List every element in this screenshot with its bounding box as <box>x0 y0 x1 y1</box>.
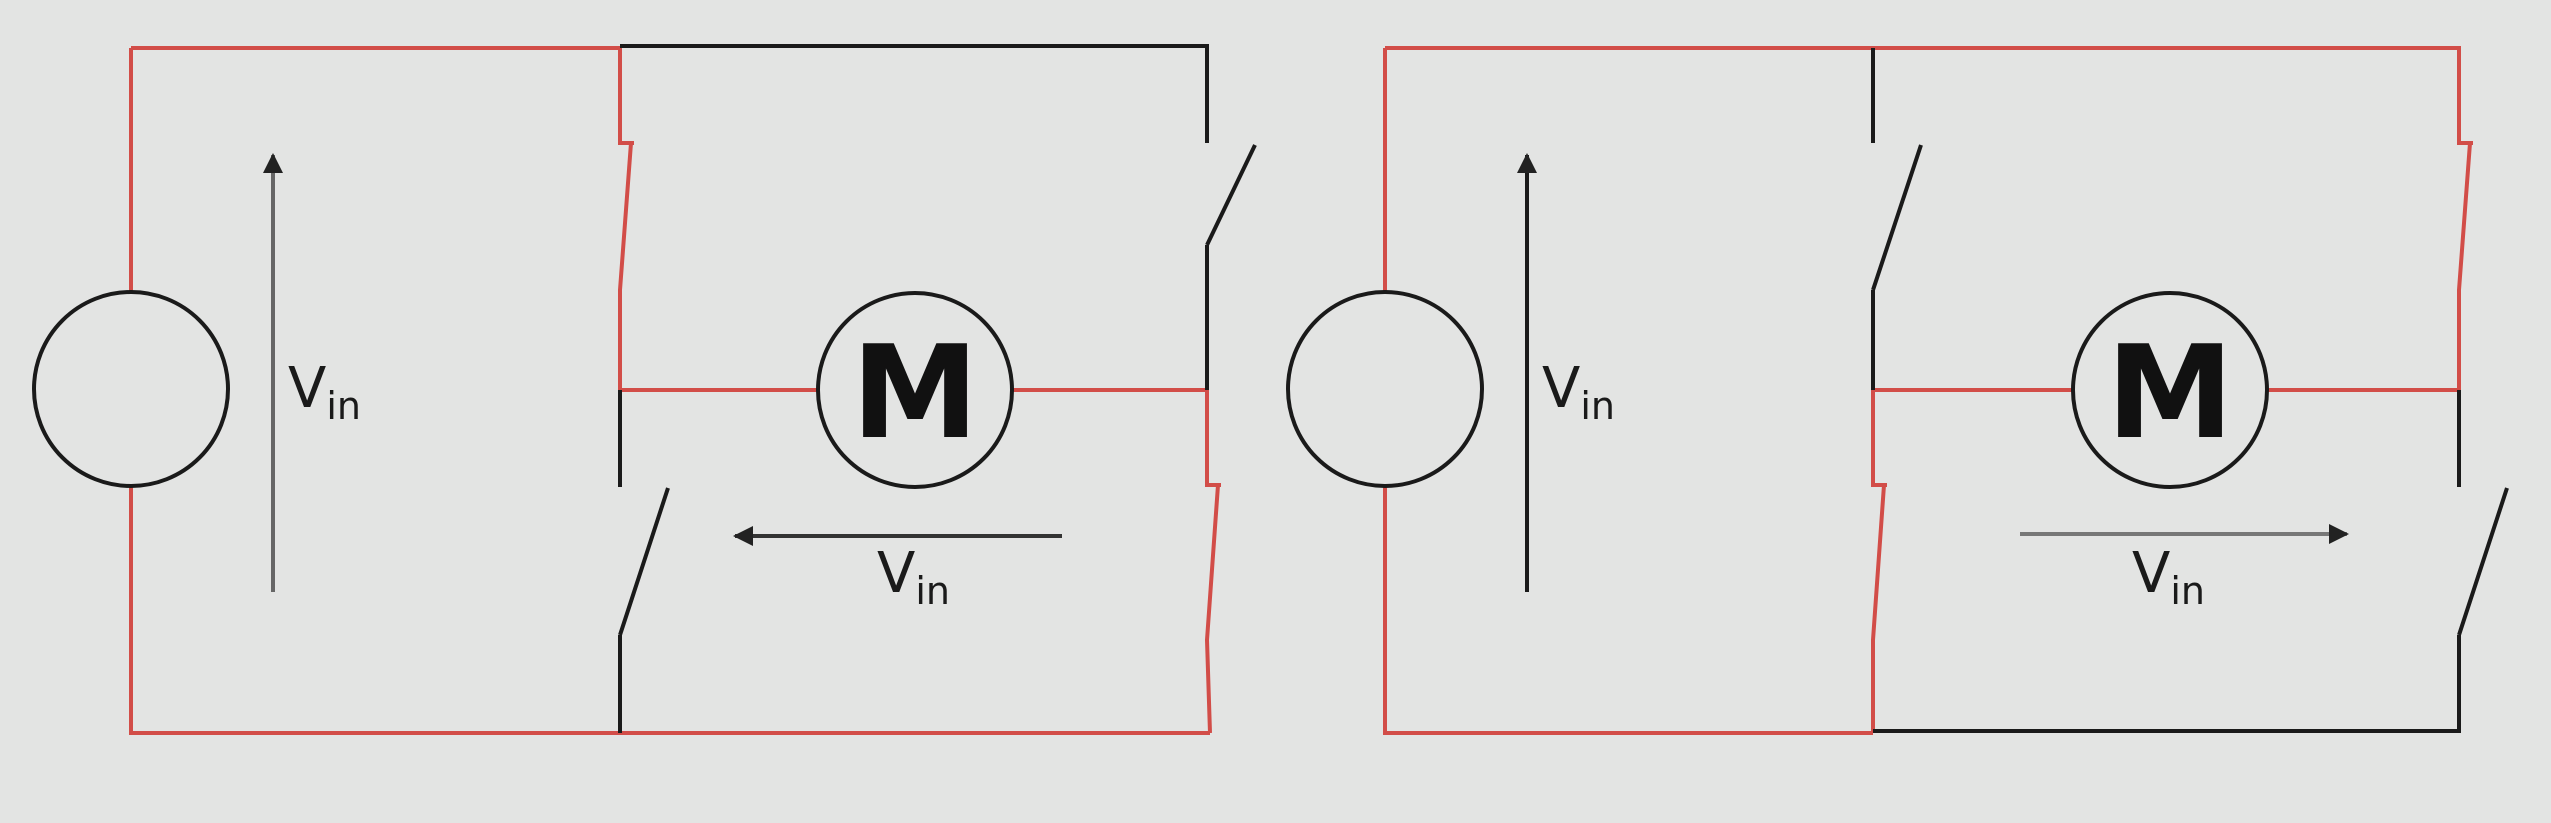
closed-switch-bottom-left <box>1871 484 1886 733</box>
source-voltage-sub-left: in <box>326 384 361 428</box>
motor-voltage-sub-right: in <box>2170 569 2205 613</box>
closed-switch-top-left <box>618 142 633 390</box>
closed-switch-top-right <box>2457 142 2472 390</box>
circuit-right <box>1286 46 2509 735</box>
circuit-left <box>32 44 1257 735</box>
top-wire-right <box>1385 46 2473 145</box>
inactive-wires-left <box>618 44 1257 733</box>
source-voltage-main-right: V <box>1542 356 1580 421</box>
bottom-wire-right <box>1873 635 2461 733</box>
motor-voltage-label-left: Vin <box>877 541 950 613</box>
source-voltage-label-left: Vin <box>288 356 361 428</box>
voltage-source-left <box>32 290 230 488</box>
motor-voltage-main-left: V <box>877 541 915 606</box>
source-voltage-main-left: V <box>288 356 326 421</box>
open-switch-bottom-left <box>618 487 670 636</box>
open-switch-top-left <box>1871 144 1923 291</box>
open-switch-bottom-right <box>2457 487 2509 636</box>
active-current-path-right <box>1383 46 2473 735</box>
source-voltage-sub-right: in <box>1580 384 1615 428</box>
closed-switch-bottom-right <box>1204 484 1220 734</box>
motor-left <box>816 291 1014 489</box>
open-switch-top-right <box>1205 144 1257 246</box>
supply-wire-left <box>129 48 1210 735</box>
voltage-source-right <box>1286 290 1484 488</box>
top-wire-left <box>131 46 634 145</box>
source-voltage-label-right: Vin <box>1542 356 1615 428</box>
inactive-wires-right <box>1871 48 2509 733</box>
motor-label-left: M <box>851 319 978 468</box>
supply-wire-right <box>1383 48 1873 735</box>
switch-lead-red-right <box>1871 390 1887 487</box>
motor-voltage-sub-left: in <box>915 569 950 613</box>
active-current-path-left <box>129 46 1221 735</box>
top-wire-right-left <box>620 44 1209 143</box>
motor-voltage-label-right: Vin <box>2132 541 2205 613</box>
motor-voltage-main-right: V <box>2132 541 2170 606</box>
motor-label-right: M <box>2106 319 2233 468</box>
motor-right <box>2071 291 2269 489</box>
motor-wire-left-b <box>1013 388 1221 487</box>
